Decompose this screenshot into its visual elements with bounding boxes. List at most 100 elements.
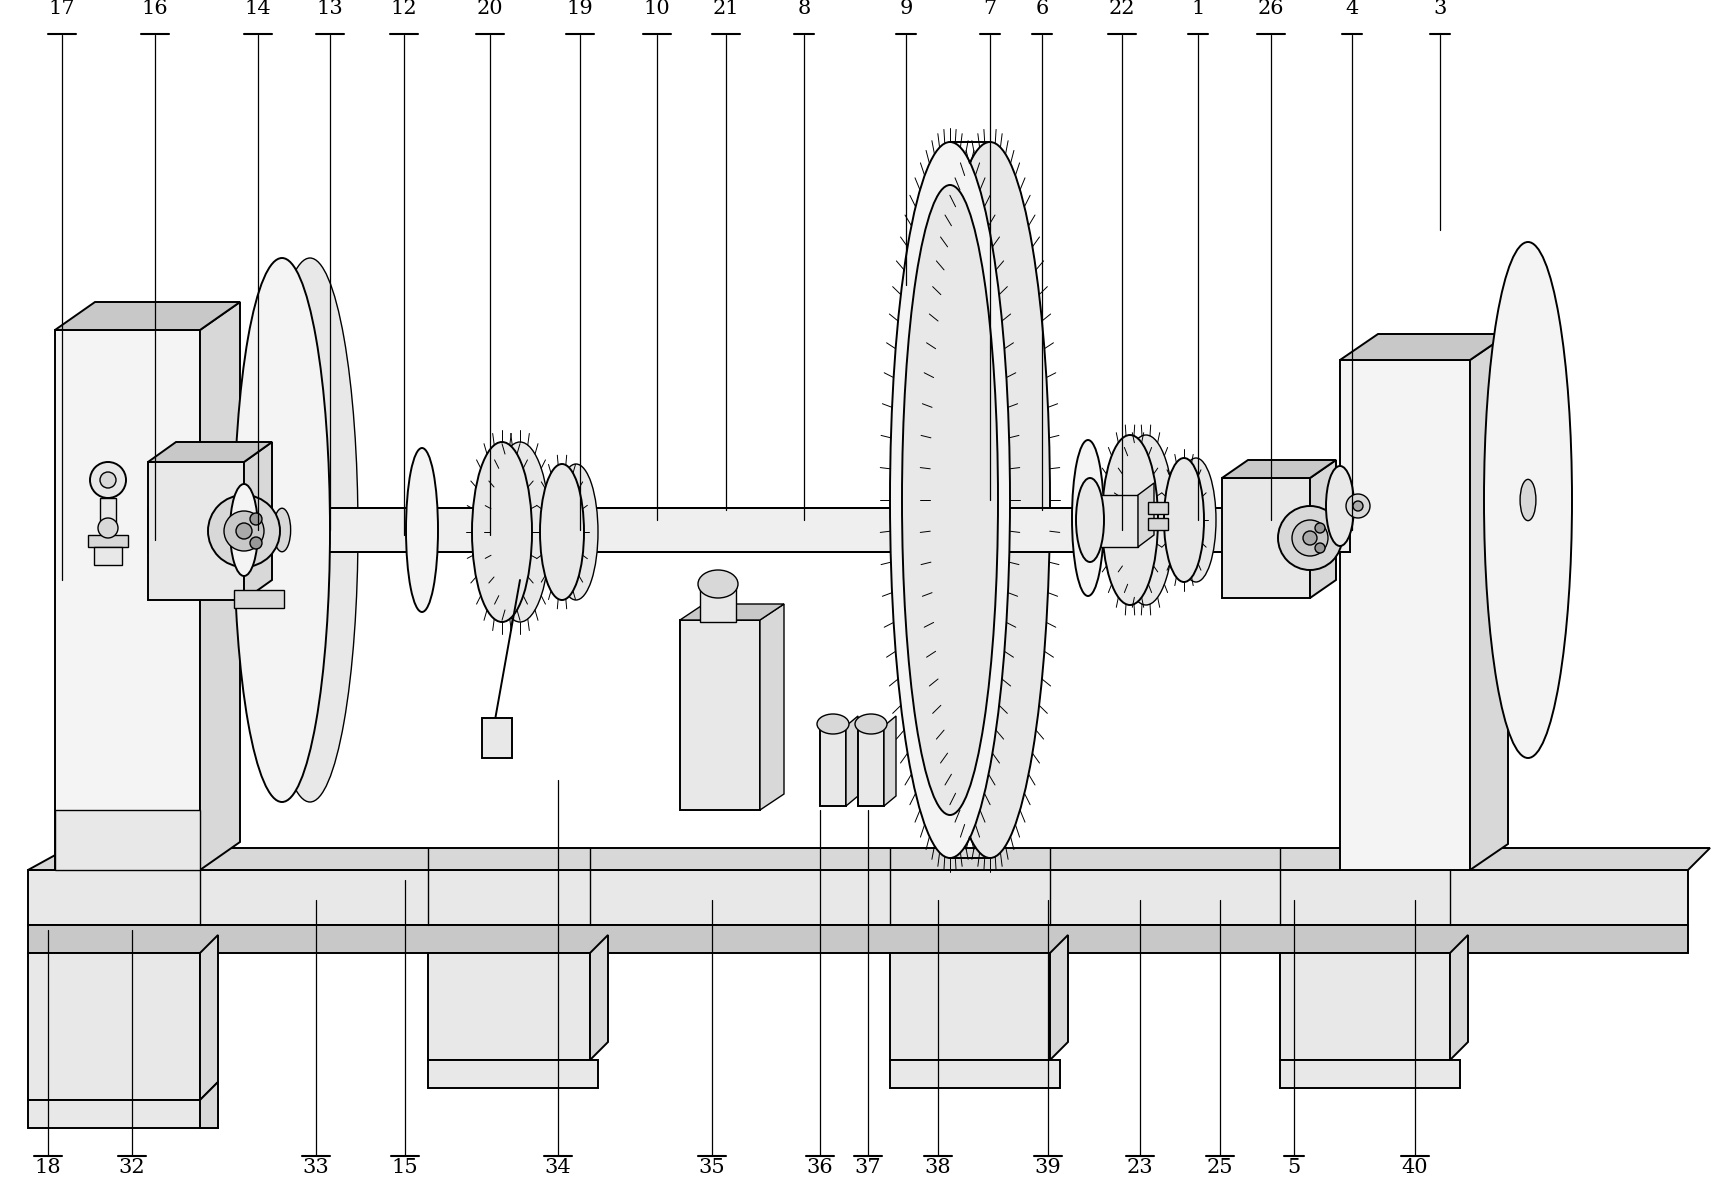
Circle shape — [100, 472, 115, 488]
Bar — [1090, 496, 1138, 547]
Text: 7: 7 — [983, 0, 997, 18]
Ellipse shape — [1520, 479, 1535, 520]
Ellipse shape — [890, 142, 1011, 858]
Circle shape — [89, 463, 125, 498]
Text: 5: 5 — [1288, 1158, 1301, 1177]
Text: 3: 3 — [1434, 0, 1447, 18]
Ellipse shape — [1117, 435, 1174, 605]
Text: 10: 10 — [643, 0, 670, 18]
Text: 8: 8 — [798, 0, 811, 18]
Text: 19: 19 — [567, 0, 593, 18]
Ellipse shape — [1483, 242, 1571, 758]
Text: 36: 36 — [806, 1158, 834, 1177]
Polygon shape — [1310, 460, 1336, 598]
Text: 16: 16 — [141, 0, 168, 18]
Ellipse shape — [817, 714, 849, 734]
Polygon shape — [244, 443, 272, 600]
Bar — [428, 1060, 598, 1088]
Polygon shape — [28, 847, 1710, 870]
Bar — [95, 547, 122, 565]
Polygon shape — [199, 935, 218, 1100]
Ellipse shape — [902, 185, 999, 814]
Bar — [1341, 360, 1470, 870]
Circle shape — [208, 496, 280, 567]
Ellipse shape — [1176, 458, 1215, 581]
Text: 9: 9 — [899, 0, 913, 18]
Ellipse shape — [234, 258, 330, 802]
Ellipse shape — [1076, 478, 1104, 561]
Bar — [1148, 503, 1167, 514]
Bar — [148, 463, 244, 600]
Ellipse shape — [261, 258, 358, 802]
Text: 37: 37 — [854, 1158, 882, 1177]
Circle shape — [223, 511, 265, 551]
Polygon shape — [199, 302, 241, 870]
Ellipse shape — [540, 464, 584, 600]
Bar — [28, 925, 1688, 953]
Bar — [234, 590, 284, 609]
Bar — [820, 726, 846, 806]
Polygon shape — [1138, 483, 1153, 547]
Circle shape — [1277, 506, 1343, 570]
Bar — [681, 620, 760, 810]
Text: 6: 6 — [1035, 0, 1049, 18]
Text: 13: 13 — [316, 0, 344, 18]
Bar — [1222, 478, 1310, 598]
Text: 33: 33 — [303, 1158, 330, 1177]
Polygon shape — [55, 302, 241, 330]
Circle shape — [249, 537, 261, 548]
Polygon shape — [884, 716, 896, 806]
Bar — [890, 1060, 1061, 1088]
Ellipse shape — [406, 448, 438, 612]
Text: 20: 20 — [476, 0, 504, 18]
Bar — [55, 810, 199, 870]
Ellipse shape — [473, 443, 531, 621]
Text: 1: 1 — [1191, 0, 1205, 18]
Text: 21: 21 — [713, 0, 739, 18]
Polygon shape — [428, 953, 590, 1060]
Text: 17: 17 — [48, 0, 76, 18]
Polygon shape — [1470, 334, 1508, 870]
Text: 18: 18 — [34, 1158, 62, 1177]
Bar — [1281, 1060, 1459, 1088]
Ellipse shape — [1164, 458, 1203, 581]
Text: 12: 12 — [390, 0, 418, 18]
Text: 34: 34 — [545, 1158, 571, 1177]
Ellipse shape — [490, 443, 550, 621]
Text: 32: 32 — [119, 1158, 146, 1177]
Text: 23: 23 — [1126, 1158, 1153, 1177]
Polygon shape — [1341, 334, 1508, 360]
Polygon shape — [681, 604, 784, 620]
Ellipse shape — [698, 570, 737, 598]
Text: 38: 38 — [925, 1158, 951, 1177]
Polygon shape — [1281, 953, 1451, 1060]
Circle shape — [98, 518, 119, 538]
Bar — [148, 508, 1349, 552]
Text: 39: 39 — [1035, 1158, 1061, 1177]
Bar — [88, 536, 127, 547]
Circle shape — [1303, 531, 1317, 545]
Bar — [1148, 518, 1167, 530]
Circle shape — [1315, 523, 1325, 533]
Polygon shape — [846, 716, 858, 806]
Polygon shape — [1050, 935, 1067, 1060]
Polygon shape — [890, 953, 1050, 1060]
Ellipse shape — [854, 714, 887, 734]
Bar — [55, 330, 199, 870]
Bar — [100, 498, 115, 528]
Text: 35: 35 — [698, 1158, 725, 1177]
Bar — [858, 726, 884, 806]
Polygon shape — [28, 953, 199, 1100]
Polygon shape — [1451, 935, 1468, 1060]
Polygon shape — [199, 1082, 218, 1128]
Circle shape — [236, 523, 253, 539]
Ellipse shape — [1102, 435, 1159, 605]
Circle shape — [1346, 494, 1370, 518]
Polygon shape — [1222, 460, 1336, 478]
Text: 22: 22 — [1109, 0, 1135, 18]
Bar — [28, 870, 1688, 925]
Bar — [28, 1100, 218, 1128]
Bar — [700, 584, 736, 621]
Text: 14: 14 — [244, 0, 272, 18]
Polygon shape — [590, 935, 609, 1060]
